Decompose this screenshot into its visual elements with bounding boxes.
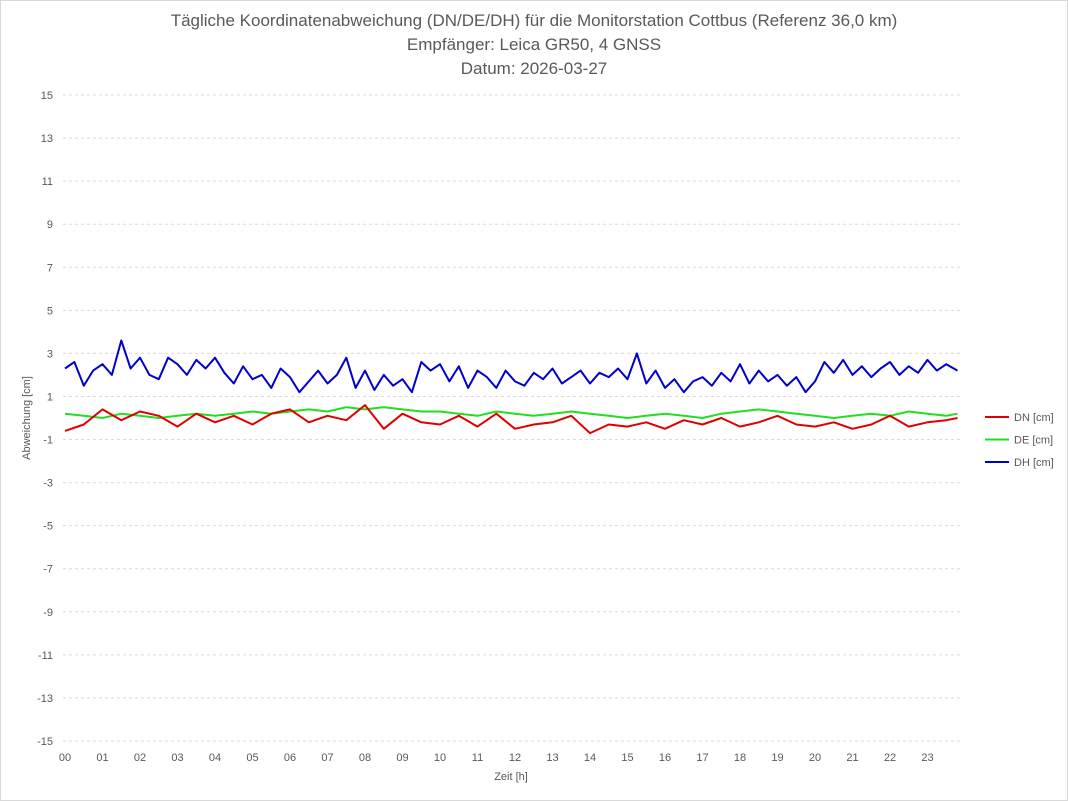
x-tick-label: 16: [659, 752, 671, 764]
x-tick-label: 05: [246, 752, 258, 764]
y-tick-label: 3: [47, 348, 53, 360]
y-tick-label: -1: [43, 435, 53, 447]
x-tick-label: 09: [396, 752, 408, 764]
x-tick-label: 08: [359, 752, 371, 764]
x-tick-label: 02: [134, 752, 146, 764]
y-tick-label: -9: [43, 607, 53, 619]
y-tick-label: 5: [47, 305, 53, 317]
y-tick-label: 7: [47, 262, 53, 274]
y-tick-label: -15: [37, 736, 53, 748]
series-lines: [64, 339, 958, 435]
x-tick-label: 12: [509, 752, 521, 764]
chart-subtitle-receiver: Empfänger: Leica GR50, 4 GNSS: [406, 35, 662, 54]
x-tick-label: 13: [546, 752, 558, 764]
y-tick-label: -5: [43, 521, 53, 533]
x-tick-label: 17: [696, 752, 708, 764]
x-tick-label: 03: [171, 752, 183, 764]
y-tick-labels: 15 13 11 9 7 5 3 1 -1 -3 -5 -7 -9 -11 -13 -15: [37, 90, 53, 748]
y-axis-label: Abweichung [cm]: [21, 376, 33, 460]
x-tick-label: 01: [96, 752, 108, 764]
legend-label: DH [cm]: [1014, 457, 1054, 469]
x-tick-label: 21: [846, 752, 858, 764]
y-tick-label: -13: [37, 693, 53, 705]
y-tick-label: -11: [38, 650, 53, 662]
x-tick-label: 04: [209, 752, 221, 764]
x-tick-label: 20: [809, 752, 821, 764]
y-tick-label: -3: [43, 478, 53, 490]
x-tick-label: 07: [321, 752, 333, 764]
y-tick-label: 15: [41, 90, 53, 102]
x-tick-label: 11: [472, 752, 483, 764]
chart-title: Tägliche Koordinatenabweichung (DN/DE/DH…: [170, 11, 898, 30]
y-tick-label: 11: [42, 176, 53, 188]
y-tick-label: -7: [43, 564, 53, 576]
y-tick-label: 9: [47, 219, 53, 231]
legend-label: DE [cm]: [1014, 435, 1053, 447]
series-line-dn: [64, 404, 958, 435]
x-tick-labels: 00 01 02 03 04 05 06 07 08 09 10 11 12 13 14 15 16 17 18 19…: [59, 752, 934, 764]
x-tick-label: 14: [584, 752, 596, 764]
x-tick-label: 22: [884, 752, 896, 764]
x-tick-label: 18: [734, 752, 746, 764]
y-tick-label: 1: [47, 391, 53, 403]
legend-label: DN [cm]: [1014, 412, 1054, 424]
x-tick-label: 06: [284, 752, 296, 764]
x-axis-label: Zeit [h]: [494, 771, 528, 783]
chart-subtitle-date: Datum: 2026-03-27: [460, 59, 608, 78]
series-line-dh: [64, 339, 958, 394]
y-tick-label: 13: [41, 133, 53, 145]
x-tick-label: 10: [434, 752, 446, 764]
legend: DN [cm] DE [cm] DH [cm]: [985, 412, 1054, 469]
series-line-de: [64, 406, 958, 419]
x-tick-label: 00: [59, 752, 71, 764]
x-tick-label: 15: [621, 752, 633, 764]
x-tick-label: 23: [921, 752, 933, 764]
x-tick-label: 19: [771, 752, 783, 764]
